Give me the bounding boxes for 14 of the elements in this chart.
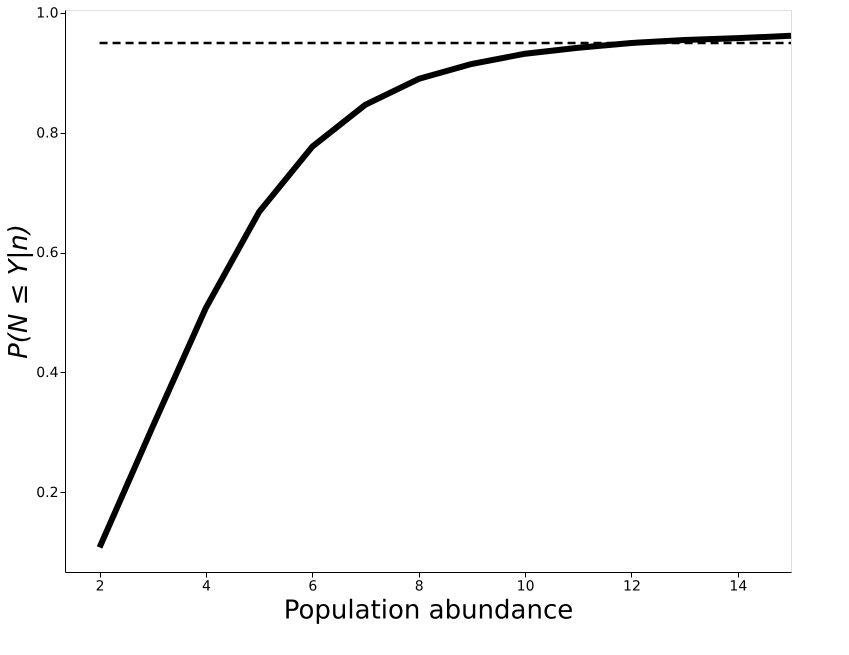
x-tick-label: 10 [516, 578, 534, 594]
x-axis-title: Population abundance [284, 596, 574, 626]
x-tick-label: 6 [308, 578, 318, 594]
x-tick-label: 8 [414, 578, 424, 594]
x-tick-label: 12 [623, 578, 641, 594]
y-tick-label: 0.6 [36, 245, 59, 262]
x-tick-label: 4 [202, 578, 211, 594]
y-tick-label: 0.4 [36, 364, 59, 381]
x-tick-label: 14 [729, 578, 748, 594]
y-tick-label: 0.8 [36, 125, 58, 142]
x-tick-label: 2 [96, 578, 105, 594]
y-tick-label: 1.0 [36, 5, 58, 22]
y-tick-label: 0.2 [36, 484, 58, 501]
y-axis-title: P(N ≤ Y|n) [4, 224, 34, 359]
